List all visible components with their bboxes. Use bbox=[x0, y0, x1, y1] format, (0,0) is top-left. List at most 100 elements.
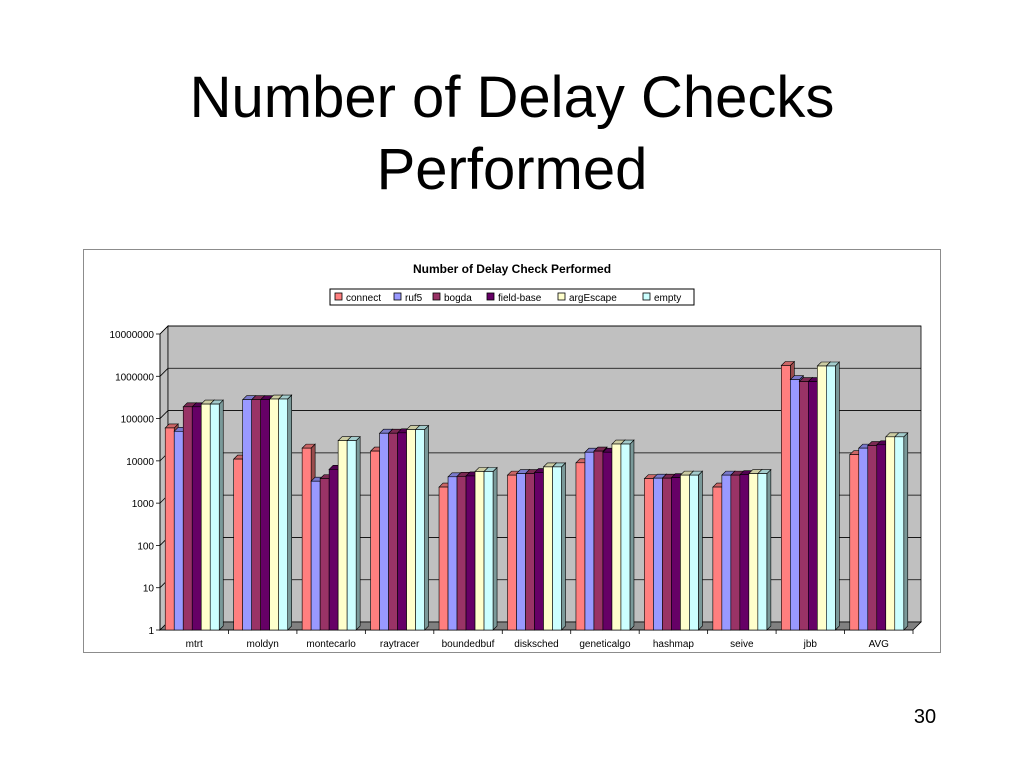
bar bbox=[438, 486, 449, 631]
bar bbox=[173, 431, 184, 631]
bar bbox=[534, 472, 544, 631]
legend-label: bogda bbox=[444, 293, 472, 304]
bar bbox=[885, 436, 896, 631]
x-tick-label: moldyn bbox=[247, 639, 279, 650]
bar bbox=[370, 450, 380, 631]
bar bbox=[406, 429, 416, 631]
legend-swatch bbox=[642, 292, 651, 301]
legend-label: argEscape bbox=[569, 293, 617, 304]
x-tick-label: hashmap bbox=[653, 639, 695, 650]
y-tick-label: 100 bbox=[137, 541, 154, 552]
x-tick-label: jbb bbox=[803, 639, 818, 650]
bar bbox=[808, 381, 818, 631]
x-tick-label: AVG bbox=[869, 639, 890, 650]
bar bbox=[346, 440, 357, 631]
y-tick-label: 10000000 bbox=[110, 330, 155, 341]
bar-side bbox=[355, 435, 361, 631]
bar-side bbox=[424, 424, 429, 631]
bar-chart: Number of Delay Check Performed connect ru… bbox=[110, 262, 922, 650]
bar bbox=[200, 403, 211, 631]
x-tick-label: boundedbuf bbox=[442, 639, 495, 650]
bar bbox=[849, 454, 860, 631]
y-tick-label: 1000000 bbox=[115, 372, 154, 383]
bar-side bbox=[766, 468, 772, 631]
bar bbox=[269, 398, 279, 631]
bar bbox=[611, 443, 622, 631]
bar bbox=[689, 474, 699, 631]
slide-title-line-2: Performed bbox=[376, 137, 648, 202]
bar bbox=[799, 381, 809, 631]
page-number: 30 bbox=[913, 706, 937, 728]
gridline-side bbox=[159, 368, 169, 377]
bar bbox=[757, 473, 768, 631]
bar bbox=[790, 379, 800, 631]
bar bbox=[894, 436, 905, 631]
bar bbox=[474, 471, 485, 631]
gridline-side bbox=[159, 325, 169, 335]
x-tick-label: geneticalgo bbox=[579, 639, 631, 650]
bar-side bbox=[561, 462, 566, 631]
bar bbox=[278, 398, 288, 631]
slide-title-line-1: Number of Delay Checks bbox=[189, 65, 835, 130]
legend-label: connect bbox=[346, 293, 381, 304]
bar bbox=[730, 474, 741, 631]
bar bbox=[456, 476, 467, 631]
bar bbox=[653, 477, 663, 631]
x-tick-label: disksched bbox=[514, 639, 558, 650]
y-tick-label: 10 bbox=[143, 584, 155, 595]
y-tick-label: 1000 bbox=[132, 499, 155, 510]
bar bbox=[671, 477, 681, 631]
bar bbox=[543, 466, 553, 631]
bar bbox=[233, 458, 243, 631]
legend-label: field-base bbox=[498, 293, 542, 304]
legend-label: ruf5 bbox=[405, 293, 423, 304]
slide-title: Number of Delay Checks Performed bbox=[0, 62, 1024, 206]
bar bbox=[507, 474, 517, 631]
bar-side bbox=[903, 432, 909, 631]
y-tick-label: 10000 bbox=[126, 457, 154, 468]
legend-swatch bbox=[557, 292, 566, 301]
x-tick-label: montecarlo bbox=[306, 639, 356, 650]
bar bbox=[310, 480, 321, 631]
bar bbox=[465, 475, 476, 631]
y-tick-label: 100000 bbox=[121, 415, 155, 426]
bar bbox=[337, 440, 348, 631]
bar-side bbox=[629, 439, 635, 631]
bar bbox=[584, 451, 595, 631]
bar bbox=[781, 365, 791, 631]
bar bbox=[858, 447, 869, 631]
bar bbox=[662, 477, 672, 631]
bar bbox=[397, 432, 407, 631]
bar bbox=[260, 399, 270, 631]
chart-frame: Number of Delay Check Performed connect ru… bbox=[83, 249, 941, 653]
bar bbox=[447, 476, 458, 631]
bar bbox=[209, 403, 220, 631]
bar bbox=[739, 474, 750, 631]
bar bbox=[379, 432, 389, 631]
bar-side bbox=[698, 470, 703, 631]
chart-legend bbox=[329, 288, 695, 306]
bar bbox=[182, 406, 193, 631]
chart-title: Number of Delay Check Performed bbox=[413, 262, 611, 276]
gridline-side bbox=[159, 410, 169, 419]
bar bbox=[388, 432, 398, 631]
x-tick-label: seive bbox=[730, 639, 754, 650]
bar bbox=[593, 450, 604, 631]
bar bbox=[525, 473, 535, 631]
bar bbox=[876, 444, 887, 631]
bar bbox=[721, 474, 732, 631]
bar bbox=[483, 471, 494, 631]
bar bbox=[826, 365, 836, 631]
legend-swatch bbox=[486, 292, 495, 301]
bar bbox=[867, 445, 878, 631]
bar-side bbox=[835, 361, 840, 631]
legend-swatch bbox=[393, 292, 402, 301]
y-tick-label: 1 bbox=[148, 626, 154, 637]
bar bbox=[620, 443, 631, 631]
bar bbox=[516, 473, 526, 631]
bar-side bbox=[287, 394, 292, 631]
bar bbox=[817, 365, 827, 631]
bar-side bbox=[218, 399, 224, 631]
bar bbox=[301, 447, 312, 631]
bar bbox=[242, 399, 252, 631]
